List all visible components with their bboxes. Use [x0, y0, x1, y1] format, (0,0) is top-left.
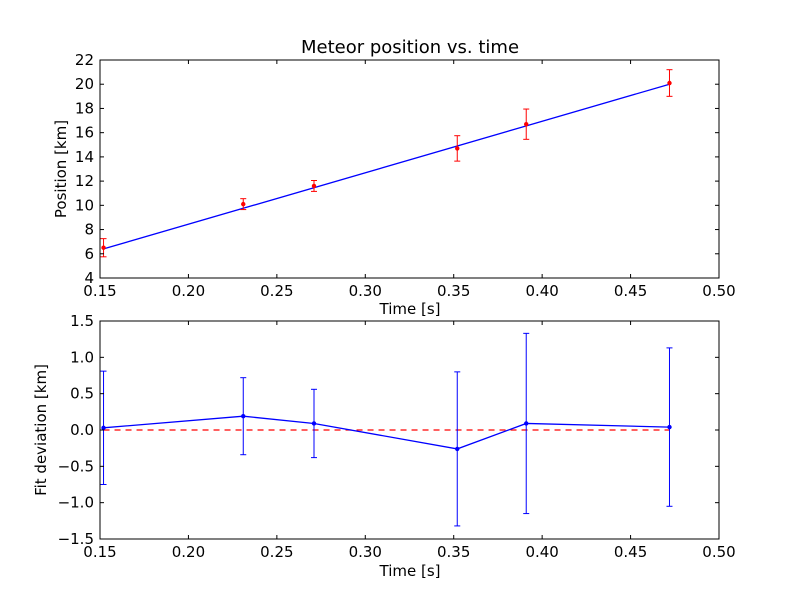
deviation-x-tick-label: 0.50 [702, 543, 735, 561]
position-y-tick-label: 8 [84, 221, 94, 239]
measurement-point [311, 183, 317, 189]
position-y-tick-label: 16 [75, 124, 94, 142]
deviation-y-tick-label: 0.0 [70, 421, 94, 439]
deviation-x-tick-label: 0.20 [172, 543, 205, 561]
position-x-tick-label: 0.20 [172, 282, 205, 300]
measurement-point [241, 201, 246, 207]
deviation-y-tick-label: −0.5 [58, 457, 94, 475]
position-x-tick-label: 0.40 [525, 282, 558, 300]
position-x-tick-label: 0.50 [702, 282, 735, 300]
position-x-tick-label: 0.35 [437, 282, 470, 300]
deviation-point [667, 424, 672, 430]
deviation-ticks: 0.15 0.20 0.25 0.30 0.35 0.40 0.45 0.50 −1.5 −1.0… [58, 312, 736, 561]
position-x-tick-label: 0.25 [260, 282, 293, 300]
position-axes-frame [99, 59, 720, 279]
deviation-x-tick-label: 0.40 [525, 543, 558, 561]
position-x-tick-label: 0.45 [614, 282, 647, 300]
position-y-tick-label: 12 [75, 172, 94, 190]
position-y-tick-label: 10 [75, 196, 94, 214]
deviation-x-tick-label: 0.15 [83, 543, 116, 561]
position-x-tick-label: 0.30 [349, 282, 382, 300]
position-y-tick-label: 4 [84, 269, 94, 287]
deviation-point [101, 425, 106, 431]
deviation-x-tick-label: 0.35 [437, 543, 470, 561]
plot-title: Meteor position vs. time [301, 37, 519, 58]
deviation-marks [100, 332, 673, 527]
position-ticks: 0.15 0.20 0.25 0.30 0.35 0.40 0.45 0.50 4 6 8 10 12 1… [75, 51, 736, 300]
deviation-line [103, 415, 670, 450]
deviation-x-tick-label: 0.45 [614, 543, 647, 561]
position-y-tick-label: 18 [75, 99, 94, 117]
position-y-tick-label: 6 [84, 245, 94, 263]
deviation-x-axis-label: Time [s] [379, 562, 441, 580]
deviation-plot: 0.15 0.20 0.25 0.30 0.35 0.40 0.45 0.50 −1.5 −1.0… [32, 312, 736, 580]
position-plot: Meteor position vs. time 0.15 0.20 0.25 0.3… [52, 37, 736, 318]
fit-line [103, 83, 670, 250]
deviation-point [455, 446, 460, 452]
deviation-y-tick-label: 1.5 [70, 312, 94, 330]
deviation-point [311, 421, 317, 426]
position-x-axis-label: Time [s] [379, 300, 441, 318]
position-y-axis-label: Position [km] [52, 120, 70, 218]
deviation-y-tick-label: −1.5 [58, 530, 94, 548]
deviation-point [241, 413, 246, 419]
deviation-x-tick-label: 0.30 [349, 543, 382, 561]
measurement-point [455, 146, 460, 151]
position-marks [100, 69, 673, 258]
deviation-y-tick-label: −1.0 [58, 494, 94, 512]
deviation-x-tick-label: 0.25 [260, 543, 293, 561]
measurement-point [667, 80, 672, 86]
measurement-point [524, 121, 529, 127]
measurement-point [101, 245, 106, 250]
deviation-y-tick-label: 1.0 [70, 348, 94, 366]
position-y-tick-label: 22 [75, 51, 94, 69]
position-x-tick-label: 0.15 [83, 282, 116, 300]
deviation-y-axis-label: Fit deviation [km] [32, 364, 50, 496]
position-y-tick-label: 14 [75, 148, 94, 166]
position-y-tick-label: 20 [75, 75, 94, 93]
deviation-point [524, 421, 529, 426]
deviation-y-tick-label: 0.5 [70, 385, 94, 403]
